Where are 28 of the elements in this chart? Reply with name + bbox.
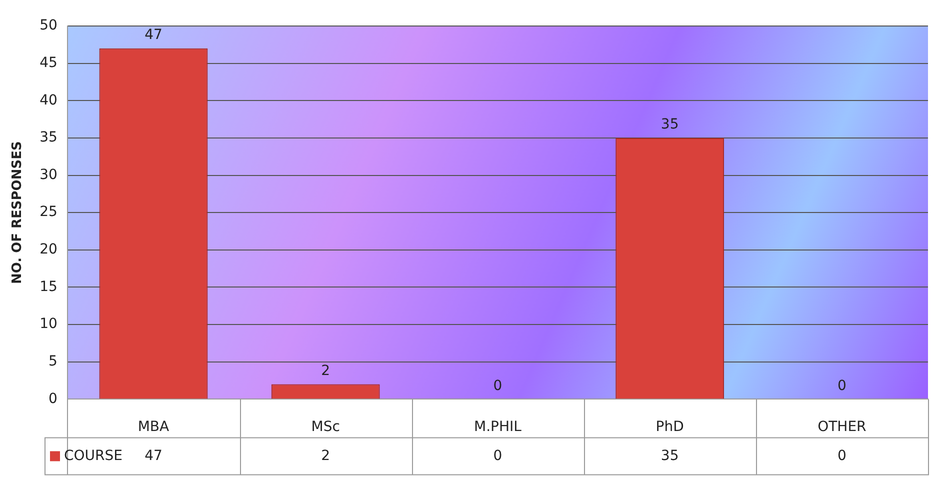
- y-tick-label: 25: [40, 204, 58, 220]
- x-tick-label: MBA: [138, 419, 170, 436]
- data-label: 35: [660, 116, 679, 133]
- data-label: 0: [837, 378, 846, 394]
- text: 0: [837, 448, 846, 464]
- text: 0: [493, 448, 502, 464]
- y-tick-label: 35: [40, 130, 58, 146]
- data-label: 0: [493, 378, 502, 394]
- y-tick-label: 15: [40, 278, 58, 295]
- x-tick-label: M.PHIL: [474, 419, 522, 436]
- data-label: 2: [321, 362, 330, 379]
- y-tick-label: 45: [40, 54, 58, 71]
- y-tick-label: 30: [40, 166, 58, 183]
- y-tick-label: 0: [48, 390, 58, 407]
- y-tick-label: 50: [40, 18, 58, 34]
- y-tick-label: 20: [40, 242, 58, 258]
- x-tick-label: PhD: [656, 419, 684, 436]
- x-tick-label: MSc: [311, 419, 340, 436]
- y-tick-label: 10: [40, 316, 58, 332]
- legend-label: COURSE: [64, 448, 123, 464]
- y-tick-label: 40: [40, 92, 58, 108]
- data-label: 47: [144, 27, 162, 44]
- text: 47: [144, 448, 162, 464]
- y-tick-label: 5: [48, 354, 58, 370]
- text: 35: [660, 448, 679, 464]
- y-axis-title: NO. OF RESPONSES: [10, 141, 26, 284]
- text: 2: [321, 448, 330, 464]
- x-tick-label: OTHER: [818, 419, 867, 436]
